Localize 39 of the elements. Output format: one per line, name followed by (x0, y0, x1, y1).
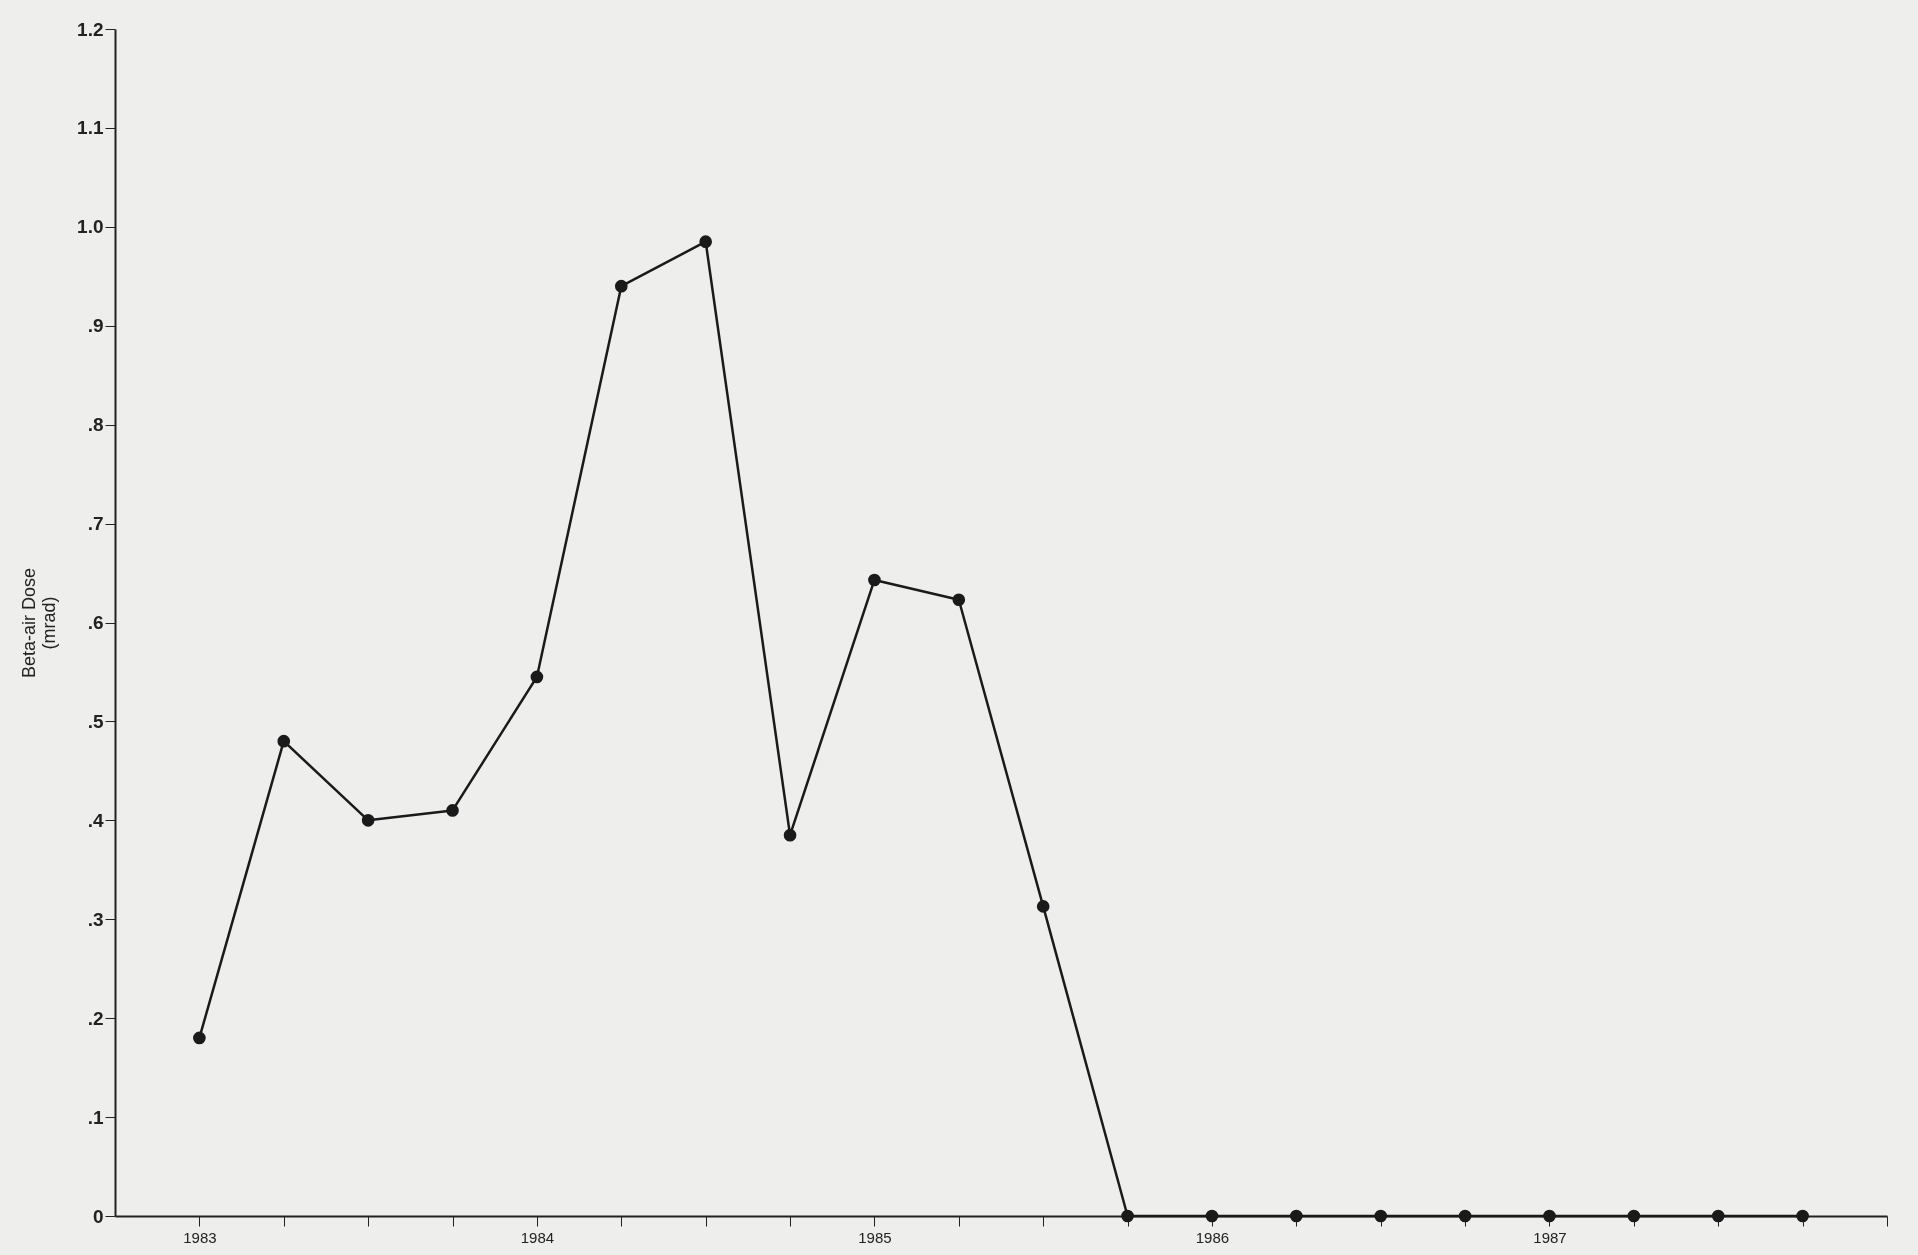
point (446, 804, 459, 817)
x-tick-label: 1985 (858, 1228, 892, 1246)
y-tick-label: .6 (87, 612, 104, 633)
y-tick-label: .8 (87, 414, 104, 436)
y-tick-label: .4 (87, 809, 104, 831)
point (530, 670, 544, 684)
y-tick-label: 1.1 (77, 117, 104, 139)
point (1796, 1209, 1809, 1223)
y-tick-label: .1 (87, 1106, 104, 1128)
point (952, 593, 966, 607)
y-tick-label: .3 (87, 908, 104, 930)
point (1374, 1209, 1388, 1223)
y-tick-label: .7 (87, 513, 104, 535)
y-tick-label: .5 (87, 710, 104, 732)
point (614, 279, 628, 293)
y-tick-label: 1.0 (77, 216, 104, 238)
point (1290, 1209, 1303, 1223)
y-tick-label: 1.2 (77, 18, 104, 40)
point (868, 573, 881, 587)
point (783, 828, 797, 842)
x-tick-label: 1984 (520, 1228, 555, 1246)
x-tick-label: 1987 (1533, 1228, 1567, 1246)
point (699, 235, 712, 248)
point (361, 814, 375, 827)
y-tick-label: 0 (92, 1205, 104, 1227)
point (193, 1031, 206, 1045)
y-tick-label: .9 (87, 315, 104, 337)
y-tick-label: .2 (87, 1007, 104, 1029)
point (1711, 1209, 1725, 1223)
point (1543, 1209, 1556, 1223)
point (277, 734, 291, 748)
point (1121, 1209, 1134, 1223)
point (1036, 900, 1050, 913)
x-tick-label: 1983 (183, 1228, 217, 1246)
x-tick-label: 1986 (1195, 1228, 1230, 1246)
point (1205, 1209, 1219, 1223)
point (1627, 1209, 1641, 1223)
y-axis-title: Beta-air Dose (mrad) (19, 567, 60, 679)
point (1458, 1209, 1472, 1223)
